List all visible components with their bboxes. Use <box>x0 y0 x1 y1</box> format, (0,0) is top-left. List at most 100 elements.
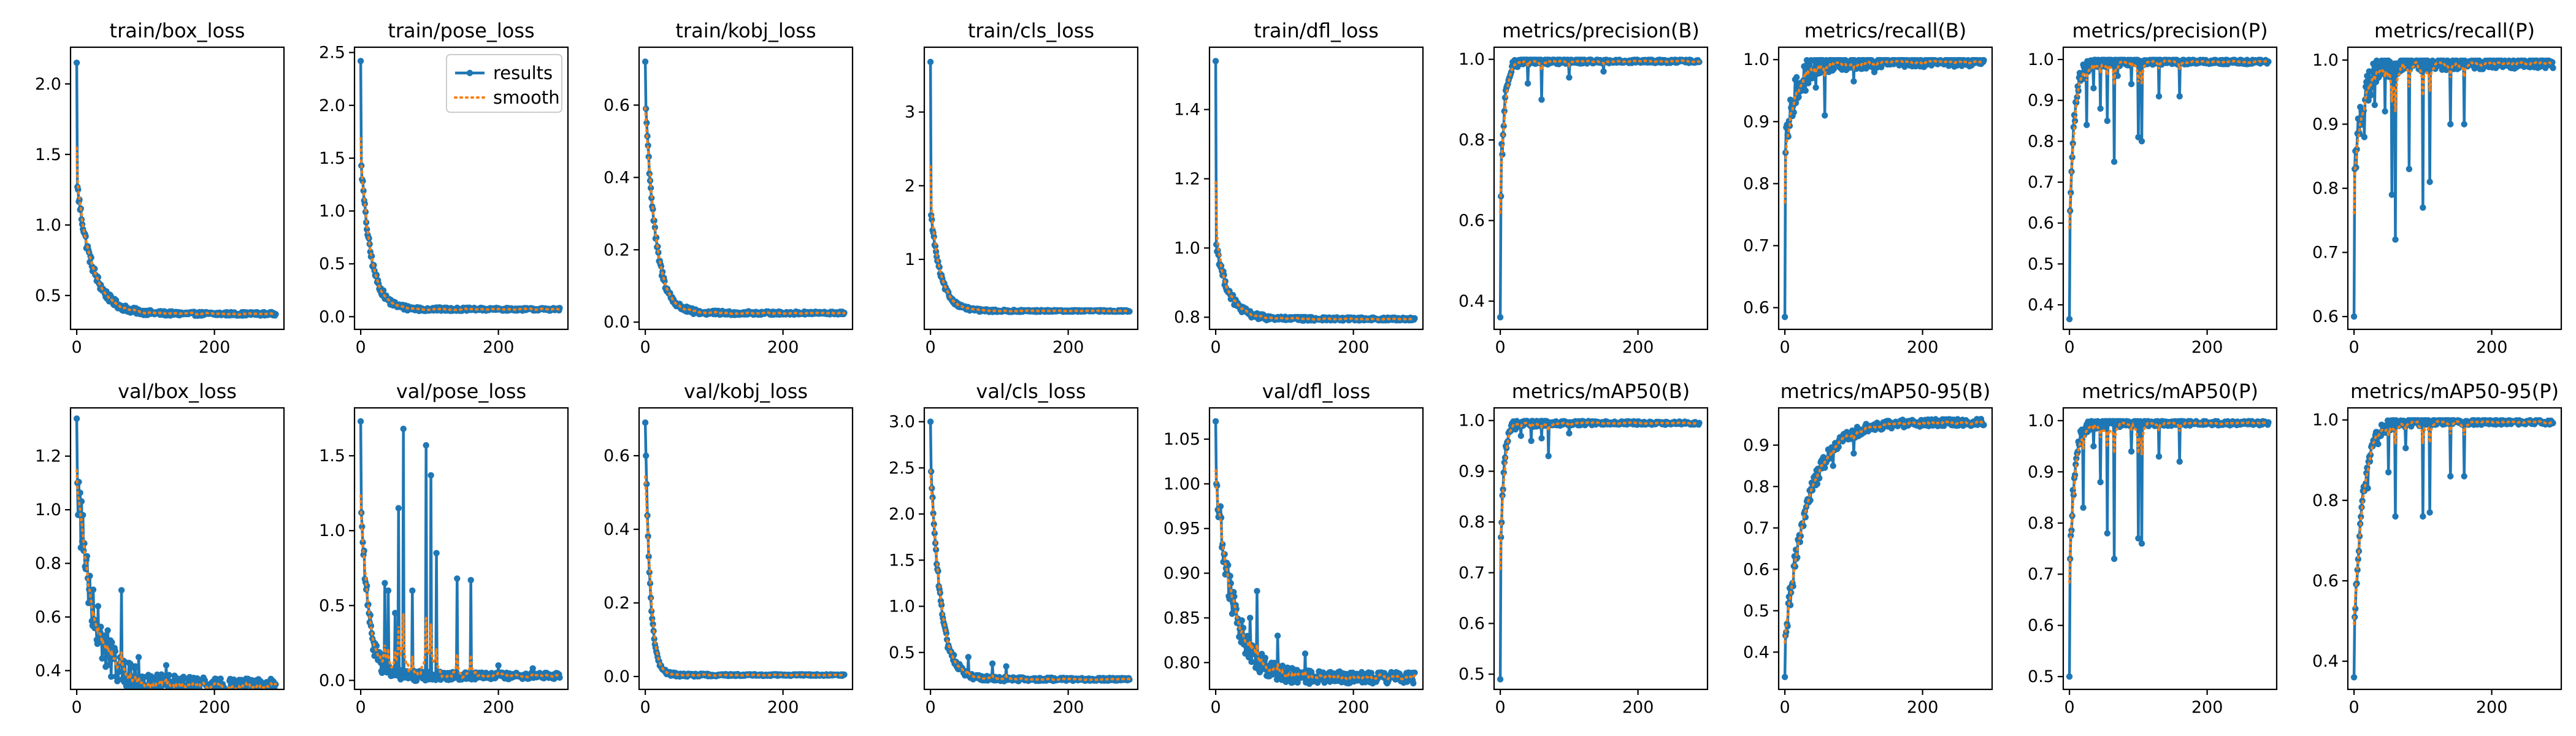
results-point <box>263 691 269 697</box>
axes-frame <box>1208 46 1424 331</box>
results-series-line <box>1498 58 1700 318</box>
x-tick-label: 0 <box>356 698 366 717</box>
results-point <box>841 671 848 678</box>
axes-frame <box>638 46 854 331</box>
plot-area <box>927 58 1133 315</box>
smooth-series-line <box>1784 59 1985 204</box>
results-point <box>932 248 940 255</box>
results-point <box>1273 676 1281 683</box>
results-series-line <box>1214 61 1416 322</box>
smooth-series-line <box>359 494 561 680</box>
results-point <box>433 550 440 556</box>
legend-label-results: results <box>493 63 553 83</box>
axes-frame <box>353 46 569 331</box>
x-tick-label: 200 <box>483 338 515 357</box>
plot-area <box>357 418 563 684</box>
results-point <box>2114 72 2121 79</box>
y-tick-label: 2.0 <box>35 75 61 94</box>
chart-panel-metrics-map50-95-b: metrics/mAP50-95(B)0 2000.40.50.60.70.80.… <box>1743 380 1993 717</box>
axes-frame <box>69 407 285 691</box>
results-series-points <box>642 58 848 318</box>
results-point <box>260 691 266 697</box>
results-point <box>1289 679 1296 686</box>
results-point <box>127 661 134 667</box>
y-tick-label: 0.9 <box>1743 436 1769 455</box>
results-point <box>385 587 392 594</box>
results-point <box>1301 650 1309 657</box>
y-tick-label: 0.8 <box>35 554 61 573</box>
results-point <box>927 58 934 66</box>
results-point <box>1850 450 1857 457</box>
y-tick-label: 0.4 <box>35 661 61 680</box>
results-point <box>1828 453 1834 459</box>
results-point <box>495 662 502 669</box>
results-series-line <box>1783 417 1985 677</box>
y-tick-label: 1.0 <box>319 202 345 221</box>
smooth-series-line <box>1499 421 1701 570</box>
results-point <box>251 690 258 696</box>
x-tick-label: 200 <box>1052 698 1084 717</box>
y-tick-label: 0.5 <box>2028 255 2054 274</box>
results-series-points <box>1212 58 1418 324</box>
smooth-series-line <box>75 147 277 316</box>
results-point <box>2265 58 2272 65</box>
plot-area <box>1212 418 1418 688</box>
results-point <box>2542 64 2549 72</box>
results-series-line <box>2068 58 2269 320</box>
x-tick-label: 0 <box>2349 338 2359 357</box>
results-point <box>223 692 229 698</box>
results-point <box>174 690 180 696</box>
y-tick-label: 0.5 <box>1743 602 1769 621</box>
results-point <box>1812 84 1819 91</box>
results-point <box>392 610 399 616</box>
results-point <box>1247 615 1254 621</box>
plot-area <box>1212 58 1418 324</box>
results-point <box>1126 308 1133 315</box>
panel-title: val/kobj_loss <box>684 380 808 403</box>
x-tick-label: 0 <box>72 698 82 717</box>
results-point <box>2076 69 2083 77</box>
y-tick-label: 2.0 <box>319 96 345 115</box>
panel-title: val/box_loss <box>118 380 237 403</box>
smooth-series-line <box>75 469 277 689</box>
y-tick-label: 1.0 <box>2028 50 2054 69</box>
results-point <box>360 187 367 194</box>
legend-label-smooth: smooth <box>493 87 560 108</box>
results-point <box>1822 112 1828 119</box>
results-series-points <box>927 418 1133 684</box>
y-tick-label: 0.6 <box>2028 214 2054 233</box>
panel-title: train/cls_loss <box>968 19 1094 42</box>
results-point <box>2350 313 2358 320</box>
results-point <box>1802 87 1809 94</box>
plot-area <box>2066 56 2272 323</box>
results-series-line <box>643 422 845 678</box>
results-series-line <box>2352 59 2555 317</box>
y-tick-label: 0.4 <box>1743 643 1769 662</box>
panel-title: train/dfl_loss <box>1254 19 1379 42</box>
results-point <box>108 673 115 680</box>
results-point <box>2066 673 2073 680</box>
x-tick-label: 0 <box>640 698 651 717</box>
panel-title: metrics/mAP50(B) <box>1512 380 1690 403</box>
results-point <box>467 577 474 583</box>
results-point <box>142 691 148 697</box>
y-tick-label: 1.5 <box>35 145 61 164</box>
results-point <box>651 224 659 231</box>
x-tick-label: 200 <box>1622 698 1654 717</box>
results-point <box>1212 58 1219 64</box>
results-point <box>1254 588 1260 594</box>
results-point <box>1497 676 1504 683</box>
results-series-line <box>929 61 1130 313</box>
results-point <box>2461 121 2467 128</box>
plot-area <box>73 59 279 319</box>
results-point <box>90 586 97 593</box>
results-point <box>1517 432 1524 439</box>
results-point <box>1524 80 1531 87</box>
y-tick-label: 0.0 <box>319 307 345 326</box>
results-point <box>151 690 157 696</box>
results-point <box>2447 121 2454 128</box>
results-point <box>1566 430 1573 437</box>
